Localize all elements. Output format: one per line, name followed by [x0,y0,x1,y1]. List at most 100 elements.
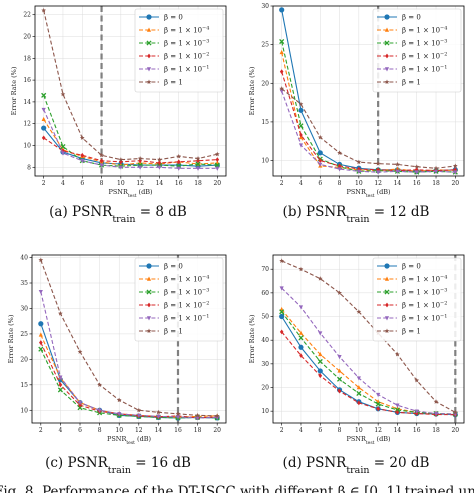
x-axis-label: PSNRtest (dB) [108,188,153,199]
data-point [60,91,66,97]
y-axis-label: Error Rate (%) [248,314,256,363]
x-tick-label: 10 [117,180,125,187]
data-point [376,167,380,173]
data-point [99,152,104,158]
data-point [453,170,458,175]
data-point [41,116,46,122]
data-point [214,151,220,157]
x-tick-label: 6 [80,180,84,187]
y-axis-label: Error Rate (%) [248,66,256,115]
legend-item-beta-1: β = 1 [139,328,183,336]
grid [32,255,226,423]
legend-label: β = 1 [164,79,183,87]
y-tick-label: 8 [27,164,31,171]
series-beta-1-x-10-1 [279,89,458,175]
y-tick-label: 50 [261,314,269,321]
x-tick-label: 8 [338,427,342,434]
legend-marker [146,289,152,295]
data-point [195,416,200,421]
data-point [215,166,220,171]
data-point [279,49,284,55]
data-point [356,159,362,165]
series-line [281,311,456,415]
data-point [195,412,200,418]
legend-label: β = 0 [402,14,421,22]
data-point [118,165,123,170]
data-point [298,330,304,335]
data-point [279,69,284,75]
series-beta-1-x-10-1 [41,107,220,171]
data-point [356,385,361,390]
data-point [356,309,362,314]
y-tick-label: 20 [23,34,31,41]
x-tick-label: 10 [355,427,363,434]
legend-label: β = 1 × 10−2 [402,301,447,310]
legend: β = 0 β = 1 × 10−4 β = 1 × 10−3 β = 1 × 10−… [134,8,224,93]
legend-box [372,257,462,342]
data-point [214,413,220,418]
data-point [57,387,63,393]
data-point [414,170,419,175]
data-point [337,150,342,155]
y-tick-label: 30 [261,361,269,368]
y-tick-label: 25 [20,331,28,338]
series-beta-1-x-10-1 [279,286,458,417]
legend-item-beta-1-x-10-2: β = 1 × 10−2 [377,52,447,61]
plot-frame [272,254,465,424]
legend-marker [385,302,389,308]
legend-marker [146,40,152,46]
legend-label: β = 1 × 10−1 [164,65,209,74]
data-point [298,344,304,350]
x-tick-label: 18 [432,180,440,187]
legend-label: β = 1 [402,79,421,87]
data-point [453,167,458,173]
y-tick-label: 40 [20,255,28,262]
x-tick-label: 12 [136,180,144,187]
legend-box [372,8,462,93]
data-point [41,107,46,113]
x-tick-label: 12 [374,180,382,187]
legend-item-beta-1-x-10-2: β = 1 × 10−2 [139,301,209,310]
data-point [452,409,458,415]
data-point [80,152,85,158]
legend-marker [147,302,151,308]
legend-marker [146,328,152,334]
data-point [337,355,342,360]
data-point [433,411,439,417]
data-point [58,375,63,380]
legend-item-beta-1: β = 1 [377,79,421,87]
legend-marker [146,316,152,321]
legend-marker [384,328,390,334]
series-beta-1 [38,257,220,418]
data-point [41,125,47,131]
y-axis-label: Error Rate (%) [10,66,18,115]
series-line [43,127,218,167]
legend-label: β = 1 × 10−2 [164,52,209,61]
legend-label: β = 1 × 10−3 [402,39,447,48]
y-tick-label: 10 [23,142,31,149]
x-tick-label: 10 [115,427,123,434]
y-tick-label: 60 [261,290,269,297]
data-point [60,144,66,150]
y-axis-label: Error Rate (%) [7,314,15,363]
data-point [117,412,122,417]
data-point [298,305,304,310]
data-point [376,170,381,175]
plot-frame [31,254,227,424]
series-line [281,309,456,415]
legend-item-beta-1-x-10-3: β = 1 × 10−3 [377,39,447,48]
data-point [433,165,439,171]
legend-marker [384,289,390,295]
data-point [298,101,304,107]
x-tick-label: 16 [413,427,421,434]
data-point [39,340,43,345]
series-line [281,71,456,172]
x-tick-label: 6 [318,180,322,187]
data-point [279,7,285,13]
y-tick-label: 18 [23,55,31,62]
x-tick-label: 4 [299,427,303,434]
legend-item-beta-1-x-10-4: β = 1 × 10−4 [139,26,209,35]
data-point [318,162,323,167]
y-tick-label: 15 [261,119,269,126]
x-tick-label: 14 [156,180,164,187]
